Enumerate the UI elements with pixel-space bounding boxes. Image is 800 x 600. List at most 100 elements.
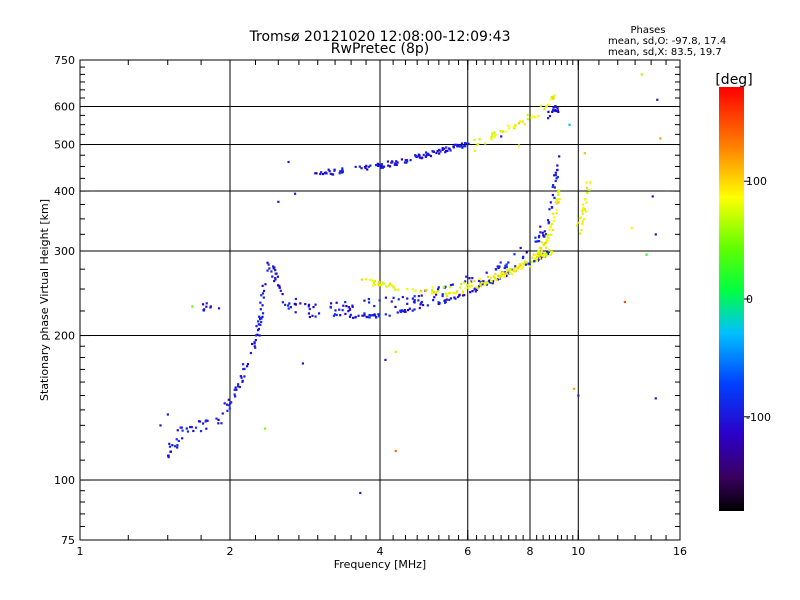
data-point (257, 320, 260, 323)
data-point (468, 277, 471, 280)
data-point (555, 177, 558, 180)
data-point (577, 394, 580, 397)
data-point (521, 120, 524, 123)
data-point (384, 296, 388, 299)
data-point (201, 303, 205, 306)
data-point (508, 267, 512, 271)
data-point (262, 296, 265, 299)
data-point (371, 279, 374, 282)
data-point (537, 114, 540, 118)
data-point (543, 255, 546, 258)
data-point (420, 300, 424, 304)
data-point (581, 220, 584, 223)
data-point (473, 149, 477, 153)
data-point (526, 113, 529, 116)
data-point (540, 247, 543, 250)
y-tick-label: 600 (54, 101, 75, 114)
data-point (396, 161, 399, 164)
data-point (192, 429, 195, 433)
colorbar-tick-label: 100 (746, 175, 767, 188)
data-point (460, 282, 463, 286)
phases-heading: Phases (630, 25, 665, 36)
data-point (519, 264, 522, 267)
data-point (551, 108, 555, 112)
data-point (432, 150, 436, 153)
data-point (543, 242, 546, 245)
data-point (441, 148, 444, 151)
data-point (261, 315, 264, 318)
data-point (395, 160, 398, 163)
data-point (417, 155, 420, 158)
data-point (536, 240, 539, 243)
data-point (260, 294, 263, 297)
data-point (535, 255, 539, 259)
data-point (474, 290, 477, 293)
data-point (432, 291, 436, 294)
axis-ticks: 1 2 4 6 8 10 16 75 100 200 300 400 500 600 750 (54, 54, 687, 558)
data-point (451, 283, 454, 286)
data-point (505, 274, 508, 278)
data-point (351, 305, 354, 308)
data-point (366, 168, 369, 171)
y-axis-label: Stationary phase Virtual Height [km] (38, 199, 51, 401)
data-point (488, 279, 491, 282)
data-point (315, 172, 318, 175)
data-point (581, 222, 584, 226)
data-point (553, 196, 556, 200)
data-point (397, 298, 400, 301)
data-point (339, 170, 342, 173)
data-point (572, 387, 576, 390)
data-point (512, 268, 515, 271)
data-point (260, 317, 263, 320)
data-point (512, 269, 515, 272)
data-point (556, 106, 559, 110)
data-point (276, 275, 279, 278)
data-point (377, 282, 380, 286)
data-point (278, 286, 281, 289)
data-point (541, 231, 544, 234)
data-point (537, 240, 541, 243)
data-point (393, 162, 397, 165)
data-point (503, 274, 506, 277)
data-point (270, 270, 273, 273)
data-point (503, 266, 506, 270)
data-point (441, 293, 444, 296)
data-point (542, 243, 545, 247)
data-point (421, 303, 425, 307)
data-point (544, 252, 547, 255)
data-point (500, 272, 503, 275)
data-point (338, 308, 341, 311)
data-point (469, 285, 472, 288)
data-point (482, 280, 485, 283)
data-point (261, 284, 264, 287)
data-point (534, 236, 537, 239)
data-point (360, 278, 364, 281)
data-point (552, 184, 555, 187)
y-tick-label: 300 (54, 245, 75, 258)
data-point (505, 272, 508, 275)
y-tick-label: 100 (54, 474, 75, 487)
data-point (461, 145, 464, 148)
colorbar-tick-label: 0 (746, 293, 753, 306)
data-point (568, 123, 571, 126)
data-point (532, 253, 535, 256)
data-point (441, 147, 444, 150)
data-point (445, 295, 449, 298)
data-point (452, 146, 455, 149)
data-point (546, 239, 549, 243)
data-point (546, 117, 550, 120)
data-point (374, 314, 377, 317)
data-point (385, 285, 388, 288)
data-point (237, 383, 240, 386)
data-point (411, 309, 414, 312)
data-point (387, 164, 390, 167)
data-point (534, 253, 537, 256)
data-point (431, 150, 434, 153)
data-point (548, 249, 551, 252)
data-point (408, 307, 411, 310)
data-point (521, 266, 524, 269)
data-point (538, 253, 541, 256)
data-point (289, 306, 293, 309)
data-point (507, 261, 510, 264)
data-point (378, 315, 381, 318)
